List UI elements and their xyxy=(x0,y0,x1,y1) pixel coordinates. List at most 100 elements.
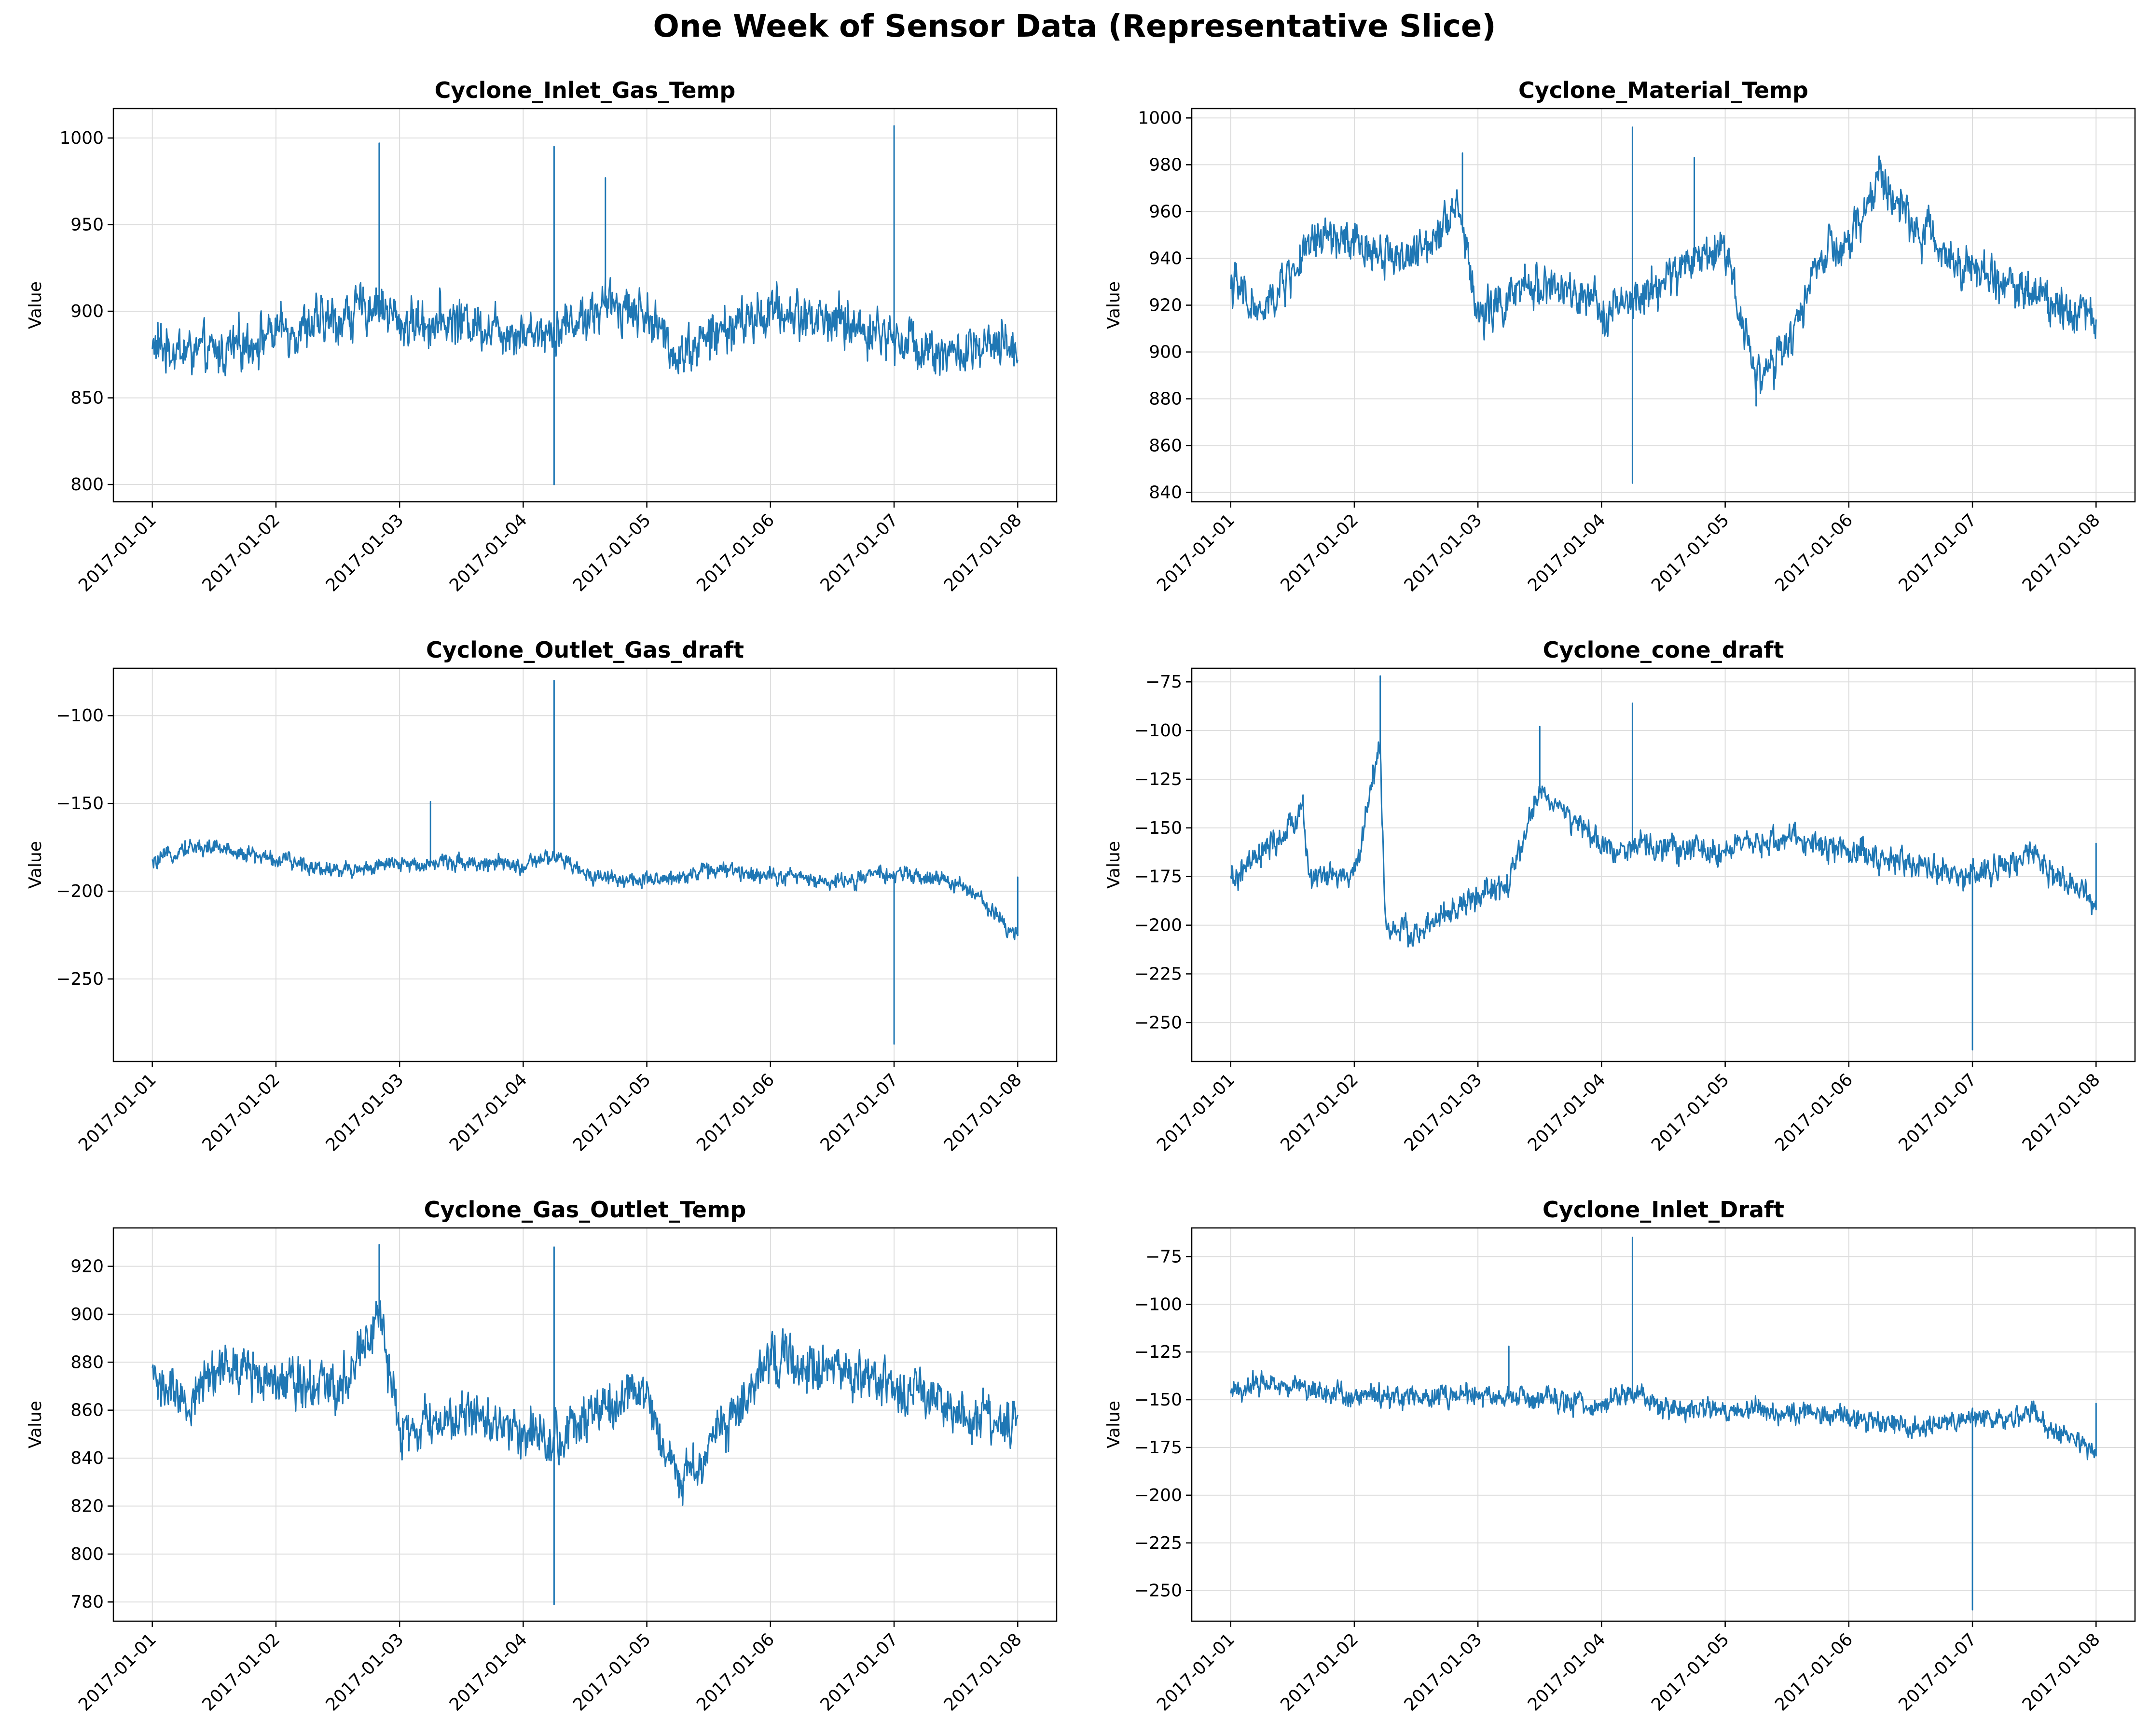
x-tick-label: 2017-01-05 xyxy=(569,1070,655,1155)
y-tick-label: 850 xyxy=(70,388,104,408)
y-tick-label: 800 xyxy=(70,475,104,495)
y-tick-label: 940 xyxy=(1149,248,1182,268)
y-tick-label: −175 xyxy=(1134,1438,1182,1458)
y-axis-label: Value xyxy=(26,841,45,889)
x-tick-label: 2017-01-07 xyxy=(1895,1629,1980,1715)
x-tick-label: 2017-01-08 xyxy=(940,1070,1026,1155)
y-tick-label: −200 xyxy=(1134,916,1182,936)
y-tick-label: 860 xyxy=(70,1401,104,1420)
x-tick-label: 2017-01-04 xyxy=(1524,1070,1610,1155)
subplot-title: Cyclone_cone_draft xyxy=(1543,637,1784,663)
y-axis-label: Value xyxy=(26,281,45,329)
y-tick-label: −150 xyxy=(1134,1390,1182,1410)
x-tick-label: 2017-01-01 xyxy=(1153,1070,1239,1155)
x-tick-label: 2017-01-05 xyxy=(569,1629,655,1715)
series-line xyxy=(1230,675,2097,1051)
x-tick-label: 2017-01-02 xyxy=(198,1070,284,1155)
y-tick-label: −250 xyxy=(56,969,104,989)
x-tick-label: 2017-01-07 xyxy=(816,1070,902,1155)
subplot-title: Cyclone_Outlet_Gas_draft xyxy=(426,637,744,663)
subplot: Cyclone_cone_draft −250 −225 −200 −175 −150 −1… xyxy=(1104,637,2136,1155)
y-tick-label: 1000 xyxy=(59,128,104,148)
x-tick-label: 2017-01-05 xyxy=(569,510,655,595)
x-tick-label: 2017-01-07 xyxy=(816,1629,902,1715)
subplot-title: Cyclone_Inlet_Draft xyxy=(1543,1197,1784,1223)
x-tick-label: 2017-01-08 xyxy=(940,510,1026,595)
x-tick-label: 2017-01-04 xyxy=(446,510,531,595)
x-tick-label: 2017-01-08 xyxy=(2019,1629,2104,1715)
series-line xyxy=(152,1244,1019,1605)
y-tick-label: −75 xyxy=(1145,672,1182,692)
y-tick-label: 800 xyxy=(70,1544,104,1564)
figure-title: One Week of Sensor Data (Representative … xyxy=(653,9,1496,44)
axes-frame xyxy=(112,1227,1058,1622)
x-tick-label: 2017-01-04 xyxy=(446,1629,531,1715)
series-line xyxy=(152,125,1019,485)
y-tick-label: −225 xyxy=(1134,964,1182,984)
y-tick-label: 780 xyxy=(70,1592,104,1612)
y-tick-label: −150 xyxy=(56,794,104,813)
y-tick-label: −125 xyxy=(1134,770,1182,789)
y-tick-label: 950 xyxy=(70,215,104,235)
x-tick-label: 2017-01-01 xyxy=(75,1070,160,1155)
subplot: Cyclone_Material_Temp 840 860 880 900 920 940 9… xyxy=(1104,77,2136,595)
y-tick-label: 840 xyxy=(1149,483,1182,503)
y-tick-label: 880 xyxy=(1149,389,1182,409)
x-tick-label: 2017-01-08 xyxy=(2019,510,2104,595)
x-tick-label: 2017-01-01 xyxy=(75,510,160,595)
y-tick-label: −150 xyxy=(1134,818,1182,838)
x-tick-label: 2017-01-08 xyxy=(2019,1070,2104,1155)
y-tick-label: −250 xyxy=(1134,1581,1182,1601)
series-line xyxy=(1230,126,2097,484)
y-tick-label: −100 xyxy=(1134,1295,1182,1314)
x-tick-label: 2017-01-02 xyxy=(1277,510,1362,595)
y-tick-label: 900 xyxy=(70,302,104,321)
y-tick-label: 880 xyxy=(70,1352,104,1372)
series-line xyxy=(1230,1237,2097,1611)
x-tick-label: 2017-01-06 xyxy=(693,510,778,595)
y-tick-label: −250 xyxy=(1134,1013,1182,1033)
x-tick-label: 2017-01-04 xyxy=(446,1070,531,1155)
x-tick-label: 2017-01-03 xyxy=(1401,1629,1486,1715)
subplot-title: Cyclone_Material_Temp xyxy=(1518,77,1808,103)
subplot-title: Cyclone_Inlet_Gas_Temp xyxy=(435,77,736,103)
axes-frame xyxy=(1191,667,2136,1062)
x-tick-label: 2017-01-05 xyxy=(1648,1629,1733,1715)
x-tick-label: 2017-01-07 xyxy=(816,510,902,595)
x-tick-label: 2017-01-02 xyxy=(1277,1629,1362,1715)
y-tick-label: −75 xyxy=(1145,1247,1182,1267)
y-tick-label: 840 xyxy=(70,1448,104,1468)
y-tick-label: −175 xyxy=(1134,867,1182,887)
x-tick-label: 2017-01-03 xyxy=(322,1629,408,1715)
x-tick-label: 2017-01-05 xyxy=(1648,1070,1733,1155)
axes-frame xyxy=(112,667,1058,1062)
y-tick-label: −200 xyxy=(56,882,104,901)
x-tick-label: 2017-01-06 xyxy=(1771,510,1857,595)
y-axis-label: Value xyxy=(1104,841,1124,889)
y-tick-label: 980 xyxy=(1149,155,1182,175)
axes-frame xyxy=(1191,1227,2136,1622)
axes-frame xyxy=(112,108,1058,503)
x-tick-label: 2017-01-04 xyxy=(1524,510,1610,595)
y-tick-label: −100 xyxy=(56,706,104,726)
x-tick-label: 2017-01-07 xyxy=(1895,1070,1980,1155)
x-tick-label: 2017-01-04 xyxy=(1524,1629,1610,1715)
x-tick-label: 2017-01-01 xyxy=(1153,1629,1239,1715)
subplot: Cyclone_Gas_Outlet_Temp 780 800 820 840 860 88… xyxy=(26,1197,1058,1715)
subplot-title: Cyclone_Gas_Outlet_Temp xyxy=(424,1197,746,1223)
x-tick-label: 2017-01-06 xyxy=(693,1070,778,1155)
y-tick-label: −200 xyxy=(1134,1486,1182,1505)
y-tick-label: 900 xyxy=(1149,343,1182,362)
subplot: Cyclone_Inlet_Gas_Temp 800 850 900 950 1000 20… xyxy=(26,77,1058,595)
series-line xyxy=(152,680,1019,1045)
y-tick-label: 1000 xyxy=(1138,108,1182,128)
y-axis-label: Value xyxy=(26,1401,45,1448)
x-tick-label: 2017-01-06 xyxy=(1771,1070,1857,1155)
subplot: Cyclone_Inlet_Draft −250 −225 −200 −175 −150 −… xyxy=(1104,1197,2136,1715)
x-tick-label: 2017-01-02 xyxy=(198,1629,284,1715)
y-tick-label: 920 xyxy=(70,1257,104,1277)
x-tick-label: 2017-01-06 xyxy=(693,1629,778,1715)
x-tick-label: 2017-01-06 xyxy=(1771,1629,1857,1715)
y-tick-label: −100 xyxy=(1134,721,1182,741)
